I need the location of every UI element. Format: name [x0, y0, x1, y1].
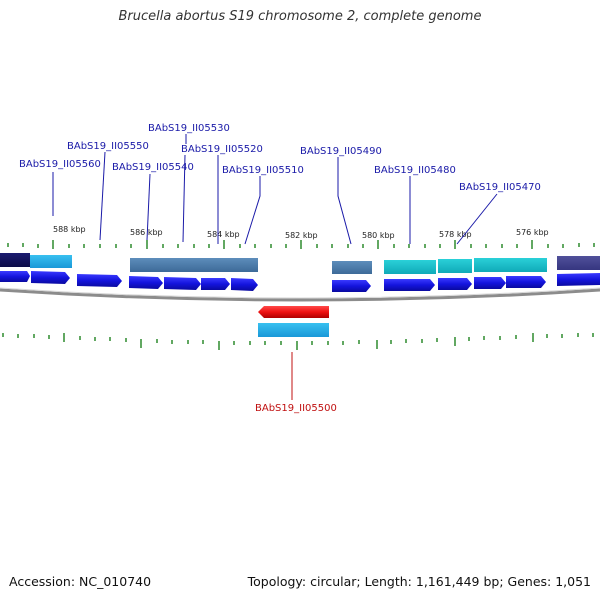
ruler-label-580: 580 kbp — [362, 231, 395, 240]
ruler-label-588: 588 kbp — [53, 225, 86, 234]
gene-label-BAbS19_II05540: BAbS19_II05540 — [112, 162, 194, 173]
label-leader-lines — [52, 134, 498, 400]
gene-label-BAbS19_II05530: BAbS19_II05530 — [148, 123, 230, 134]
gene-arrow-forward — [231, 278, 258, 291]
gene-label-BAbS19_II05480: BAbS19_II05480 — [374, 165, 456, 176]
gene-label-BAbS19_II05510: BAbS19_II05510 — [222, 165, 304, 176]
gene-arrow-forward — [31, 271, 70, 284]
gene-arrow-forward — [506, 276, 546, 288]
ruler-label-586: 586 kbp — [130, 228, 163, 237]
gene-arrow-forward — [384, 279, 435, 291]
ruler-label-578: 578 kbp — [439, 230, 472, 239]
accession-text: Accession: NC_010740 — [9, 574, 152, 589]
inner-ruler — [2, 333, 594, 350]
gene-label-BAbS19_II05520: BAbS19_II05520 — [181, 144, 263, 155]
genome-summary-text: Topology: circular; Length: 1,161,449 bp… — [247, 574, 591, 589]
outer-ruler — [7, 240, 595, 249]
gene-label-BAbS19_II05500: BAbS19_II05500 — [255, 403, 337, 414]
feature-block — [30, 255, 72, 268]
gene-arrow-forward — [438, 278, 472, 290]
gene-arrow-forward — [0, 271, 30, 282]
gene-arrow-forward — [332, 280, 371, 292]
feature-block — [474, 258, 547, 272]
feature-block — [258, 323, 329, 337]
gene-arrow-reverse — [258, 306, 329, 318]
gene-label-BAbS19_II05470: BAbS19_II05470 — [459, 182, 541, 193]
feature-block — [130, 258, 258, 272]
feature-class-track — [0, 253, 600, 274]
ruler-label-584: 584 kbp — [207, 230, 240, 239]
feature-block — [332, 261, 372, 274]
genome-backbone — [0, 288, 600, 302]
feature-block — [384, 260, 436, 274]
ruler-label-582: 582 kbp — [285, 231, 318, 240]
forward-strand-genes — [0, 271, 600, 292]
feature-block — [0, 253, 30, 267]
feature-block — [557, 256, 600, 270]
gene-label-BAbS19_II05490: BAbS19_II05490 — [300, 146, 382, 157]
gene-arrow-forward — [474, 277, 506, 289]
genome-backbone-highlight — [0, 287, 600, 299]
map-title: Brucella abortus S19 chromosome 2, compl… — [118, 9, 482, 24]
gene-arrow-forward — [557, 273, 600, 286]
feature-block — [438, 259, 472, 273]
gene-arrow-forward — [129, 276, 163, 289]
gene-arrow-forward — [164, 277, 201, 290]
gene-arrow-forward — [201, 278, 230, 290]
gene-arrow-forward — [77, 274, 122, 287]
gene-label-BAbS19_II05560: BAbS19_II05560 — [19, 159, 101, 170]
gene-label-BAbS19_II05550: BAbS19_II05550 — [67, 141, 149, 152]
ruler-label-576: 576 kbp — [516, 228, 549, 237]
